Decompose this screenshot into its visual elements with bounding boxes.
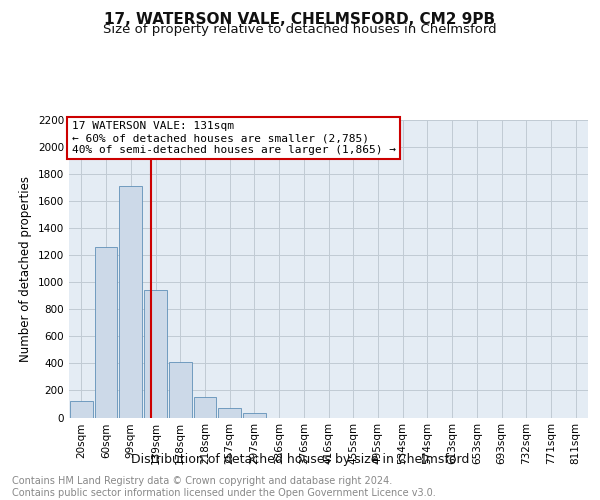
Bar bbox=[169, 362, 191, 418]
Bar bbox=[243, 413, 266, 418]
Text: Contains public sector information licensed under the Open Government Licence v3: Contains public sector information licen… bbox=[12, 488, 436, 498]
Bar bbox=[194, 396, 216, 417]
Bar bbox=[144, 290, 167, 418]
Text: 17 WATERSON VALE: 131sqm
← 60% of detached houses are smaller (2,785)
40% of sem: 17 WATERSON VALE: 131sqm ← 60% of detach… bbox=[71, 122, 395, 154]
Text: 17, WATERSON VALE, CHELMSFORD, CM2 9PB: 17, WATERSON VALE, CHELMSFORD, CM2 9PB bbox=[104, 12, 496, 28]
Y-axis label: Number of detached properties: Number of detached properties bbox=[19, 176, 32, 362]
Bar bbox=[119, 186, 142, 418]
Text: Distribution of detached houses by size in Chelmsford: Distribution of detached houses by size … bbox=[131, 452, 469, 466]
Bar bbox=[95, 247, 118, 418]
Text: Contains HM Land Registry data © Crown copyright and database right 2024.: Contains HM Land Registry data © Crown c… bbox=[12, 476, 392, 486]
Text: Size of property relative to detached houses in Chelmsford: Size of property relative to detached ho… bbox=[103, 22, 497, 36]
Bar bbox=[70, 402, 93, 417]
Bar bbox=[218, 408, 241, 418]
